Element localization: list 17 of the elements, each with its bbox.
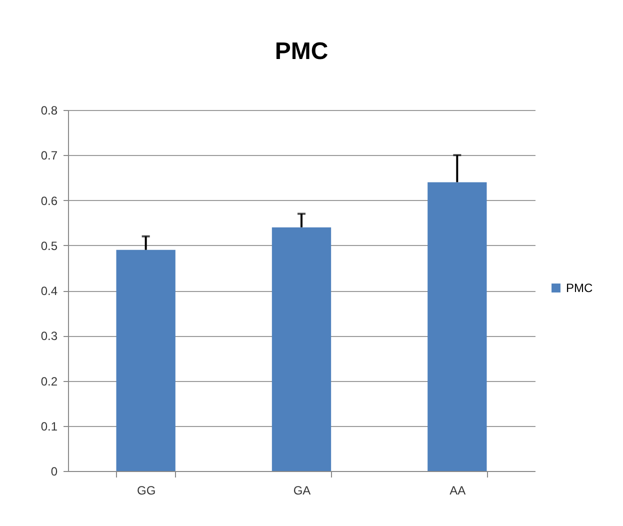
x-tick-label: GG (136, 484, 156, 498)
bar (428, 182, 487, 471)
y-tick-label: 0.4 (40, 284, 58, 298)
y-tick-label: 0 (50, 464, 58, 478)
y-tick-label: 0.5 (40, 238, 58, 253)
y-tick-label: 0.3 (40, 329, 58, 344)
y-tick-label: 0.7 (40, 148, 58, 163)
legend-label: PMC (566, 281, 593, 295)
x-tick-label: GA (293, 484, 311, 498)
y-tick-label: 0.8 (40, 104, 58, 118)
bar (116, 250, 176, 471)
bar (272, 227, 332, 471)
x-tick-label: AA (450, 484, 466, 498)
chart-title: PMC (274, 38, 328, 65)
y-tick-label: 0.2 (40, 374, 58, 388)
y-tick-label: 0.1 (40, 419, 58, 434)
y-tick-label: 0.6 (40, 194, 58, 208)
